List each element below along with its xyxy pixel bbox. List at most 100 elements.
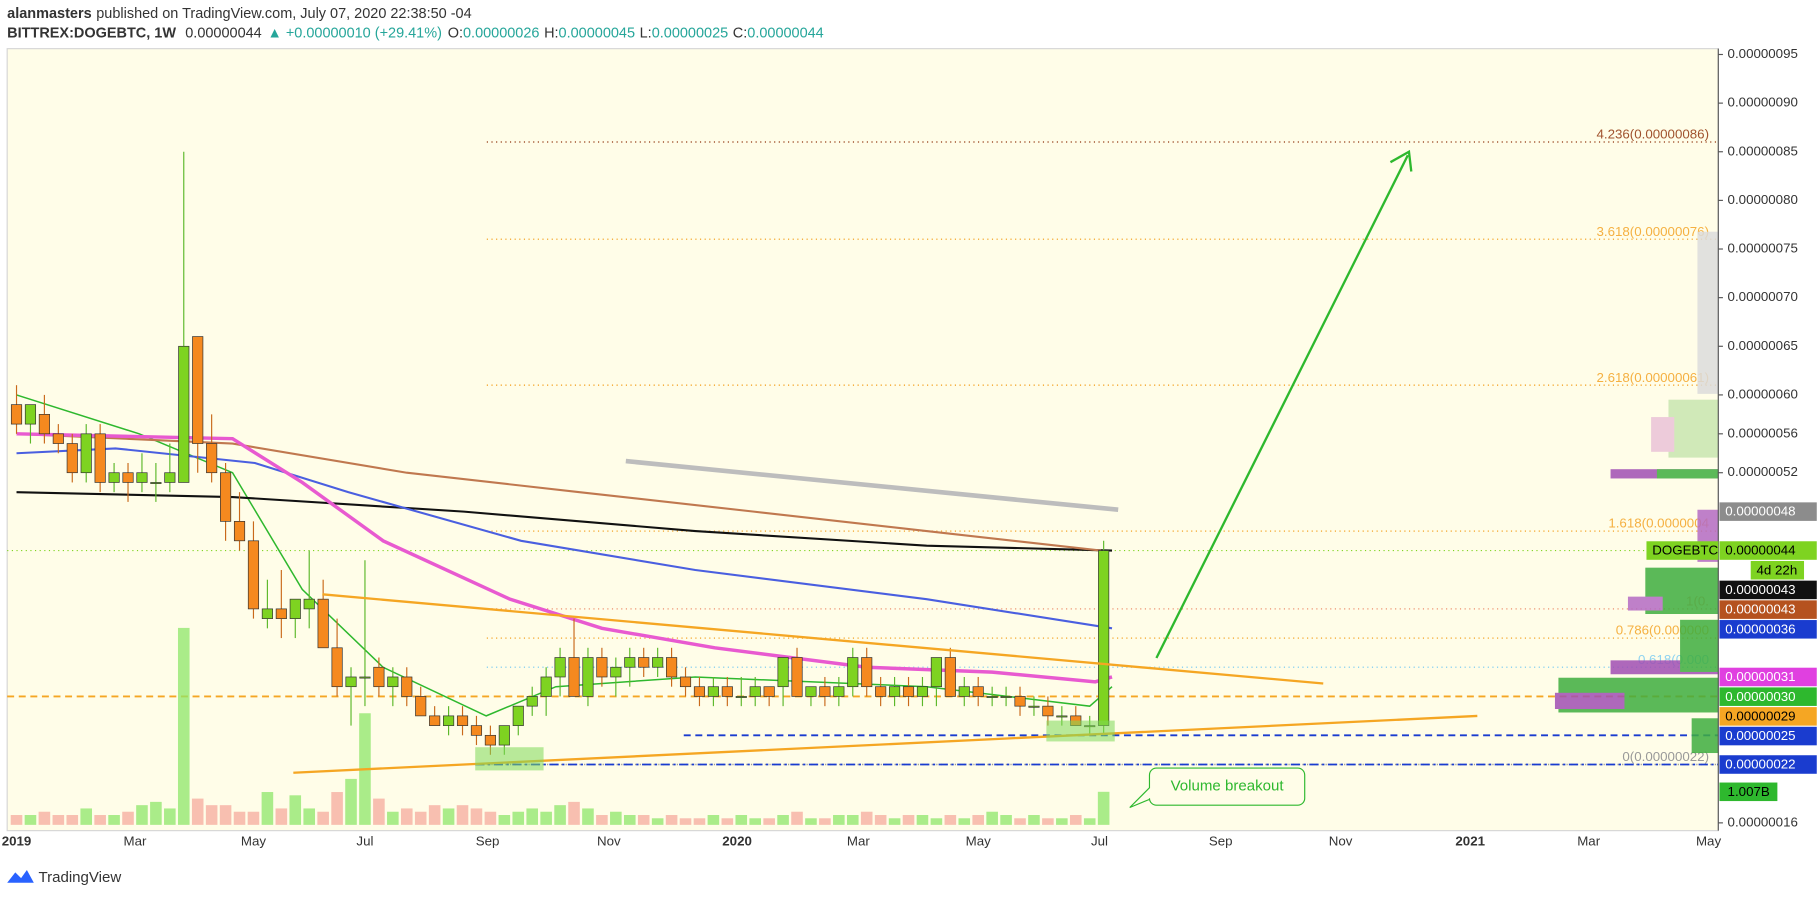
candle-body (1014, 696, 1026, 707)
volume-bar (665, 815, 678, 825)
candle-body (1000, 696, 1012, 698)
trendline (625, 458, 1119, 513)
candle-body (763, 686, 775, 697)
h-value: 0.00000045 (559, 25, 635, 41)
price-label: 0.00000048 (1725, 504, 1795, 519)
volume-bar (777, 815, 789, 825)
volume-bar (233, 811, 246, 825)
candle-body (693, 686, 706, 697)
moving-average (16, 432, 1101, 552)
price-label-box (1719, 726, 1817, 746)
fib-label: 2.618(0.00000061) (1597, 370, 1710, 385)
moving-average (16, 447, 1113, 630)
volume-bar (80, 808, 93, 825)
x-tick-label: 2020 (722, 834, 752, 849)
h-label: H: (544, 25, 558, 41)
volume-bar (582, 808, 594, 825)
candle-body (247, 540, 260, 610)
candle-body (610, 666, 622, 678)
volume-bar (1028, 815, 1040, 825)
moving-average (16, 432, 1113, 684)
fib-label: 1.618(0.0000004 (1608, 516, 1709, 531)
price-label-box (1719, 580, 1817, 600)
candle-body (66, 443, 78, 474)
plot-area (6, 48, 1719, 832)
candle-body (345, 676, 357, 688)
price-label: 0.00000043 (1725, 582, 1795, 597)
y-tick-label: 0.00000090 (1728, 95, 1798, 110)
volume-bar (164, 808, 176, 825)
x-tick-label: May (1696, 834, 1721, 849)
volume-bar (428, 805, 441, 825)
volume-bar (610, 811, 622, 825)
x-tick-label: 2019 (2, 834, 32, 849)
c-label: C: (733, 25, 747, 41)
candle-body (206, 443, 218, 474)
last-price: 0.00000044 (185, 25, 261, 41)
candle-body (108, 472, 120, 483)
y-tick-label: 0.00000016 (1728, 814, 1798, 829)
candle-body (791, 657, 803, 697)
candle-body (443, 715, 455, 726)
candle-body (833, 686, 845, 697)
volume-bar (693, 818, 706, 825)
candle-body (875, 686, 887, 697)
logo (7, 870, 34, 883)
volume-bar (554, 805, 566, 825)
volume-bar (10, 815, 23, 825)
candle-body (331, 647, 343, 688)
candle-body (512, 705, 524, 726)
price-label-box (1719, 687, 1817, 706)
candle-body (889, 686, 901, 697)
candle-body (526, 696, 538, 707)
volume-bar (150, 801, 162, 825)
annotation: Volume breakout (1171, 778, 1285, 795)
volume-bar (749, 818, 762, 825)
volume-bar (373, 798, 385, 825)
candle-body (415, 696, 427, 717)
candle-body (1098, 550, 1110, 726)
candle-body (38, 414, 50, 435)
volume-bar (122, 811, 134, 825)
volume-bar (247, 811, 260, 825)
candle-body (303, 598, 315, 610)
volume-bar (387, 811, 399, 825)
volume-bar (38, 811, 51, 825)
volume-bar (303, 808, 316, 825)
candle-body (624, 657, 636, 668)
candle-body (220, 472, 232, 522)
volume-bar (1097, 791, 1110, 825)
candle-body (150, 482, 162, 484)
volume-bar (1014, 818, 1026, 825)
price-label: 0.00000022 (1725, 757, 1795, 772)
candle-body (456, 715, 469, 726)
candle-body (819, 686, 831, 697)
header-line-2: BITTREX:DOGEBTC, 1W 0.00000044 ▲ +0.000000… (7, 25, 824, 41)
header-line-1: alanmasters published on TradingView.com,… (7, 6, 471, 22)
x-tick-label: Jul (1091, 834, 1108, 849)
volume-bar (331, 792, 343, 825)
o-label: O: (448, 25, 463, 41)
candle-body (317, 598, 329, 649)
o-value: 0.00000026 (463, 25, 539, 41)
candle-body (136, 472, 148, 483)
volume-bar (805, 818, 817, 825)
candle-body (944, 657, 956, 697)
candle-body (902, 686, 915, 697)
candle-body (582, 657, 594, 697)
candle-body (261, 608, 273, 619)
candle-body (735, 696, 747, 698)
volume-bar (958, 818, 971, 825)
author: alanmasters (7, 6, 91, 22)
trendline (322, 593, 1324, 685)
volume-bar (261, 792, 274, 825)
candle-body (568, 657, 580, 697)
volume-bar (721, 818, 734, 825)
candle-body (178, 345, 190, 483)
published: published on TradingView.com, July 07, 2… (96, 6, 471, 22)
volume-bar (275, 808, 288, 825)
volume-bar (191, 798, 204, 825)
volume-bar (1000, 815, 1012, 825)
volume-bar (219, 805, 232, 825)
